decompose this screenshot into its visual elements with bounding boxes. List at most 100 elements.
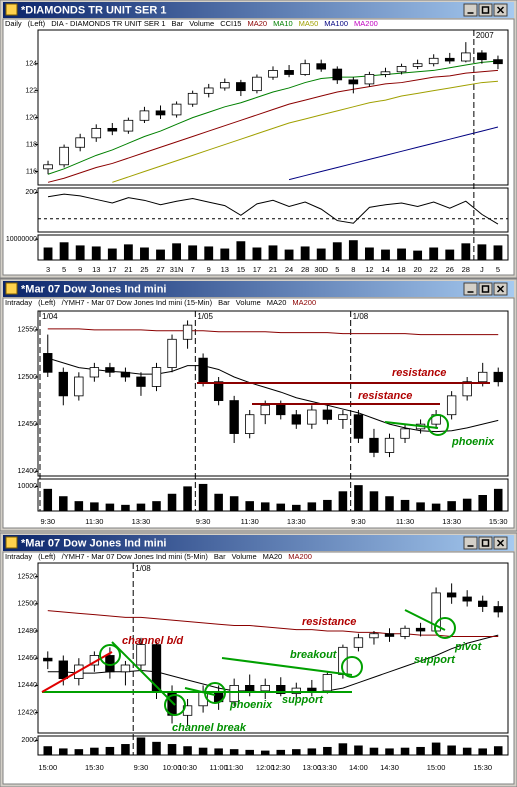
minimize-button[interactable] bbox=[463, 3, 478, 17]
y-tick-label: 12460 bbox=[18, 655, 38, 662]
x-tick-label: 3 bbox=[46, 265, 50, 274]
volume-bar bbox=[332, 242, 342, 260]
maximize-button[interactable] bbox=[478, 282, 493, 296]
candle-body bbox=[307, 409, 317, 425]
volume-bar bbox=[493, 746, 503, 755]
moving-average bbox=[112, 80, 499, 183]
x-tick-label: 28 bbox=[301, 265, 309, 274]
y-tick-label: 12450 bbox=[18, 421, 38, 428]
date-label: 1/08 bbox=[135, 564, 151, 573]
candle-body bbox=[213, 381, 224, 401]
y-tick-label: 120 bbox=[25, 114, 37, 121]
header-item: (Left) bbox=[38, 552, 56, 561]
candle-body bbox=[396, 65, 407, 73]
volume-bar bbox=[59, 242, 69, 260]
candle-body bbox=[245, 685, 255, 692]
candle-body bbox=[43, 164, 53, 170]
trend-line bbox=[184, 687, 216, 696]
x-tick-label: 21 bbox=[269, 265, 277, 274]
date-label: 1/08 bbox=[353, 312, 369, 321]
volume-bar bbox=[214, 748, 223, 755]
volume-bar bbox=[156, 249, 165, 260]
close-button[interactable] bbox=[493, 3, 508, 17]
volume-bar bbox=[268, 245, 278, 260]
candle-body bbox=[155, 110, 166, 116]
volume-bar bbox=[236, 241, 246, 260]
x-tick-label: 15:00 bbox=[427, 763, 446, 772]
button-face bbox=[478, 3, 493, 17]
close-button[interactable] bbox=[493, 282, 508, 296]
volume-bar bbox=[198, 747, 208, 755]
button-face bbox=[463, 3, 478, 17]
candle-body bbox=[59, 146, 69, 166]
window-icon bbox=[5, 3, 18, 16]
candle-body bbox=[291, 687, 301, 694]
button-glyph bbox=[496, 539, 505, 547]
maximize-button[interactable] bbox=[478, 3, 493, 17]
x-tick-label: 11:30 bbox=[225, 763, 243, 772]
volume-bar bbox=[107, 248, 117, 260]
date-label: 2007 bbox=[476, 31, 494, 40]
title-bar bbox=[3, 281, 514, 297]
candle-body bbox=[369, 437, 379, 453]
volume-bar bbox=[338, 743, 348, 755]
x-tick-label: 21 bbox=[124, 265, 132, 274]
date-label: 1/04 bbox=[42, 312, 58, 321]
y-tick-label: 122 bbox=[25, 87, 37, 94]
candle-body bbox=[120, 664, 131, 673]
candle-body bbox=[415, 627, 426, 632]
candle-body bbox=[493, 606, 503, 613]
volume-bar bbox=[307, 502, 317, 511]
candle-body bbox=[338, 414, 348, 420]
candle-body bbox=[276, 404, 286, 416]
volume-bar bbox=[445, 249, 455, 260]
button-face bbox=[463, 536, 478, 550]
volume-bar bbox=[416, 746, 425, 755]
candle-body bbox=[428, 57, 439, 65]
minimize-button[interactable] bbox=[463, 282, 478, 296]
legend-entry: MA50 bbox=[299, 19, 319, 28]
volume-bar bbox=[152, 501, 161, 511]
legend-entry: MA100 bbox=[324, 19, 348, 28]
candle-body bbox=[167, 338, 177, 368]
candle-body bbox=[462, 381, 472, 397]
volume-bar bbox=[348, 240, 358, 260]
x-tick-label: 12:00 bbox=[256, 763, 275, 772]
y-tick-label: 2000 bbox=[21, 737, 37, 744]
candle-body bbox=[462, 596, 472, 602]
volume-bar bbox=[447, 745, 456, 755]
candle-body bbox=[203, 87, 214, 94]
y-tick-label: 12520 bbox=[18, 573, 38, 580]
candle-body bbox=[276, 685, 286, 694]
button-glyph bbox=[496, 6, 505, 14]
x-tick-label: 5 bbox=[496, 265, 500, 274]
candle-body bbox=[384, 437, 395, 453]
legend-entry: MA20 bbox=[263, 552, 283, 561]
panel-frame bbox=[37, 310, 509, 477]
volume-bar bbox=[90, 502, 99, 511]
close-button[interactable] bbox=[493, 536, 508, 550]
candle-body bbox=[384, 633, 395, 637]
volume-bar bbox=[429, 247, 439, 260]
candle-body bbox=[151, 644, 162, 693]
candle-body bbox=[198, 357, 208, 383]
x-tick-label: 9 bbox=[78, 265, 82, 274]
volume-bar bbox=[105, 746, 115, 755]
candle-body bbox=[322, 409, 333, 420]
minimize-button[interactable] bbox=[463, 536, 478, 550]
candle-body bbox=[136, 644, 146, 666]
volume-bar bbox=[140, 247, 149, 260]
x-tick-label: 22 bbox=[430, 265, 438, 274]
x-tick-label: 15:30 bbox=[85, 763, 104, 772]
x-tick-label: 27 bbox=[156, 265, 164, 274]
volume-bar bbox=[91, 246, 101, 260]
y-tick-label: 10000 bbox=[18, 483, 38, 490]
volume-bar bbox=[385, 748, 394, 755]
maximize-button[interactable] bbox=[478, 536, 493, 550]
x-tick-label: 10:30 bbox=[178, 763, 197, 772]
header-item: Volume bbox=[236, 298, 261, 307]
volume-bar bbox=[229, 749, 239, 755]
candle-body bbox=[43, 353, 53, 373]
candle-body bbox=[348, 79, 359, 85]
